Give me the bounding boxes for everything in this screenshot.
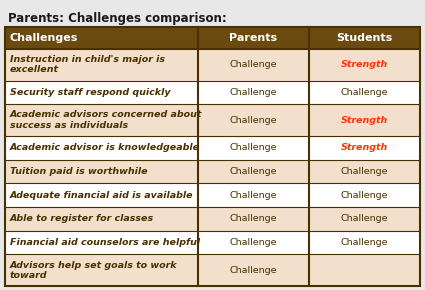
Text: Challenge: Challenge [341,167,388,176]
Bar [5,27,420,49]
Text: Financial aid counselors are helpful: Financial aid counselors are helpful [10,238,200,247]
Text: Challenge: Challenge [341,214,388,223]
Bar [5,254,420,286]
Text: Challenge: Challenge [230,238,277,247]
Text: Academic advisor is knowledgeable: Academic advisor is knowledgeable [10,143,200,152]
Text: Academic advisors concerned about
success as individuals: Academic advisors concerned about succes… [10,110,202,130]
Text: Adequate financial aid is available: Adequate financial aid is available [10,191,194,200]
Bar [5,104,420,136]
Bar [5,183,420,207]
Bar [5,49,420,81]
Bar [5,81,420,104]
Text: Challenge: Challenge [341,191,388,200]
Text: Challenge: Challenge [230,88,277,97]
Text: Instruction in child's major is
excellent: Instruction in child's major is excellen… [10,55,165,75]
Text: Challenge: Challenge [230,266,277,275]
Text: Challenge: Challenge [341,238,388,247]
Text: Parents: Challenges comparison:: Parents: Challenges comparison: [8,12,227,25]
Text: Strength: Strength [341,60,388,69]
Text: Parents: Parents [230,33,278,43]
Text: Security staff respond quickly: Security staff respond quickly [10,88,170,97]
Text: Advisors help set goals to work
toward: Advisors help set goals to work toward [10,260,178,280]
Bar [5,136,420,160]
Text: Challenge: Challenge [230,116,277,125]
Text: Challenge: Challenge [341,88,388,97]
Bar [5,27,420,286]
Text: Challenge: Challenge [230,60,277,69]
Text: Challenge: Challenge [230,167,277,176]
Bar [5,160,420,183]
Text: Challenge: Challenge [230,191,277,200]
Text: Challenges: Challenges [10,33,78,43]
Text: Challenge: Challenge [230,214,277,223]
Text: Tuition paid is worthwhile: Tuition paid is worthwhile [10,167,147,176]
Bar [5,207,420,231]
Bar [5,231,420,254]
Text: Able to register for classes: Able to register for classes [10,214,154,223]
Text: Strength: Strength [341,116,388,125]
Text: Strength: Strength [341,143,388,152]
Text: Students: Students [336,33,393,43]
Text: Challenge: Challenge [230,143,277,152]
